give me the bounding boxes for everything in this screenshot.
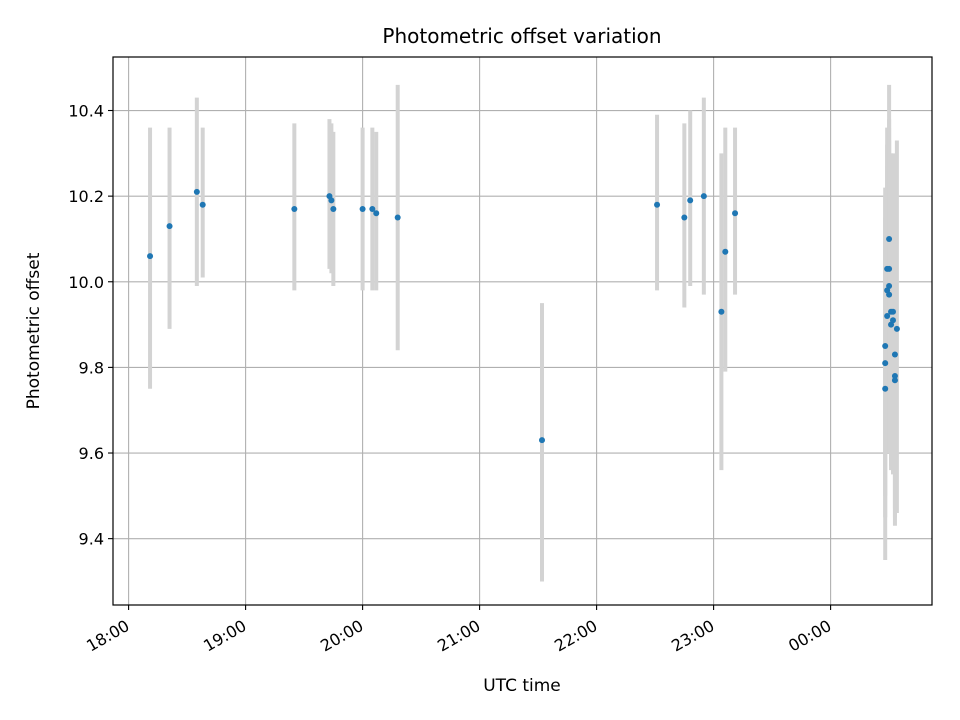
data-point bbox=[539, 437, 545, 444]
y-tick-label: 10.0 bbox=[68, 273, 104, 292]
data-point bbox=[330, 205, 337, 212]
y-tick-label: 10.4 bbox=[68, 102, 104, 121]
data-point bbox=[882, 342, 889, 349]
data-point bbox=[884, 313, 891, 320]
data-point bbox=[147, 253, 154, 260]
x-axis-title: UTC time bbox=[483, 676, 561, 696]
data-points bbox=[147, 188, 900, 444]
chart-title: Photometric offset variation bbox=[382, 24, 661, 48]
data-point bbox=[886, 291, 893, 298]
data-point bbox=[700, 193, 707, 200]
data-point bbox=[886, 283, 893, 290]
data-point bbox=[882, 385, 889, 392]
data-point bbox=[891, 372, 898, 379]
data-point bbox=[732, 210, 739, 217]
data-point bbox=[166, 223, 173, 230]
data-point bbox=[722, 248, 729, 255]
data-point bbox=[681, 214, 688, 221]
data-point bbox=[890, 317, 896, 324]
y-axis-ticks: 9.4 9.6 9.8 10.0 10.2 10.4 bbox=[68, 102, 113, 549]
y-axis-title: Photometric offset bbox=[24, 252, 44, 409]
data-point bbox=[891, 377, 898, 384]
data-point bbox=[886, 235, 893, 242]
y-tick-label: 9.8 bbox=[79, 358, 104, 377]
data-point bbox=[891, 351, 898, 358]
data-point bbox=[328, 197, 335, 204]
data-point bbox=[193, 188, 200, 195]
data-point bbox=[373, 210, 380, 217]
y-tick-label: 9.6 bbox=[79, 444, 104, 463]
data-point bbox=[291, 205, 298, 212]
data-point bbox=[890, 308, 896, 315]
data-point bbox=[359, 205, 366, 212]
data-point bbox=[394, 214, 401, 221]
data-point bbox=[199, 201, 206, 208]
data-point bbox=[369, 205, 376, 212]
data-point bbox=[687, 197, 694, 204]
data-point bbox=[654, 201, 661, 208]
data-point bbox=[718, 308, 725, 315]
y-tick-label: 9.4 bbox=[79, 530, 104, 549]
data-point bbox=[882, 360, 889, 367]
plot-frame bbox=[112, 56, 933, 606]
data-point bbox=[886, 265, 893, 272]
y-tick-label: 10.2 bbox=[68, 187, 104, 206]
data-point bbox=[893, 325, 900, 332]
